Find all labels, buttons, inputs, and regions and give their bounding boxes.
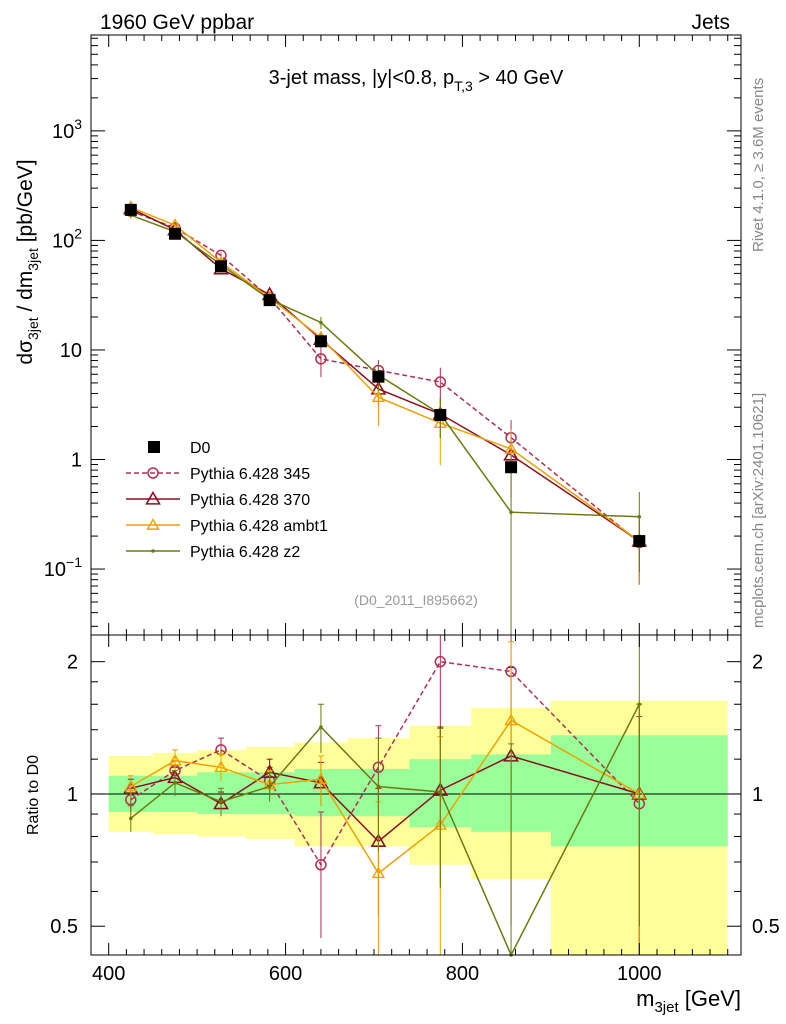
series-point	[504, 441, 518, 454]
data-point	[505, 461, 518, 474]
ratio-point	[438, 790, 443, 794]
ratio-point	[504, 713, 518, 726]
rivet-label: Rivet 4.1.0, ≥ 3.6M events	[750, 78, 767, 252]
ratio-tick-label-left: 1	[67, 784, 78, 806]
y-tick-label: 10	[60, 340, 82, 362]
legend-label: Pythia 6.428 ambt1	[190, 518, 328, 535]
ratio-point	[319, 725, 323, 729]
mcplots-label: mcplots.cern.ch [arXiv:2401.10621]	[750, 393, 767, 628]
data-point	[372, 370, 385, 383]
ratio-tick-label-left: 2	[67, 652, 78, 674]
ratio-tick-label-right: 1	[752, 784, 763, 806]
data-point	[169, 227, 182, 240]
header-left: 1960 GeV ppbar	[100, 11, 254, 34]
ratio-tick-label-right: 0.5	[752, 916, 780, 938]
ratio-point	[124, 779, 138, 792]
ratio-point	[128, 816, 133, 821]
legend-marker	[145, 490, 161, 505]
y-tick-label: 102	[52, 225, 82, 252]
main-plot	[122, 200, 648, 635]
analysis-tag: (D0_2011_I895662)	[354, 592, 478, 608]
data-point	[124, 203, 137, 216]
ratio-frame	[90, 634, 742, 956]
y-tick-label: 1	[71, 449, 82, 471]
ratio-point	[376, 784, 381, 789]
data-point	[633, 535, 646, 548]
data-point	[314, 335, 327, 348]
series-point	[509, 510, 513, 515]
ratio-point	[315, 859, 327, 871]
x-tick-label: 1000	[617, 963, 662, 985]
legend-marker	[151, 549, 155, 553]
legend-label: Pythia 6.428 370	[190, 492, 310, 509]
ratio-point	[314, 772, 328, 785]
series-point	[434, 376, 447, 388]
y-axis-label: dσ3jet / dm3jet [pb/GeV]	[14, 159, 41, 364]
legend-label: Pythia 6.428 z2	[190, 544, 300, 561]
x-tick-label: 400	[92, 963, 125, 985]
ratio-axis-label: Ratio to D0	[25, 755, 42, 835]
series-point	[637, 514, 642, 519]
ratio-point	[173, 781, 177, 785]
data-point	[215, 260, 227, 273]
x-tick-label: 800	[446, 963, 479, 985]
ratio-point	[371, 866, 386, 879]
ratio-point	[214, 760, 228, 773]
legend-label: D0	[190, 440, 211, 457]
data-point	[263, 294, 276, 307]
series-point	[319, 320, 323, 325]
axis-ticks: 400 600 800 1000 10−1 1 10 102 103 0.5 0.5 1 1 2 2	[44, 35, 780, 985]
legend: D0 Pythia 6.428 345 Pythia 6.428 370 Pythia…	[126, 440, 328, 561]
ratio-bands	[91, 700, 741, 955]
x-tick-label: 600	[269, 963, 302, 985]
series-point	[315, 353, 327, 365]
ratio-point	[434, 655, 447, 668]
legend-swatch	[148, 441, 160, 453]
series-point	[371, 390, 386, 403]
ratio-point	[168, 753, 182, 766]
ratio-tick-label-right: 2	[752, 652, 763, 674]
plot-title: 3-jet mass, |y|<0.8, pT,3 > 40 GeV	[269, 67, 564, 94]
x-axis-label: m3jet [GeV]	[636, 986, 741, 1016]
legend-label: Pythia 6.428 345	[190, 466, 310, 483]
ratio-point	[637, 702, 642, 707]
ratio-point	[267, 784, 272, 789]
data-point	[434, 408, 447, 421]
ratio-tick-label-left: 0.5	[50, 916, 78, 938]
y-tick-label: 103	[52, 116, 82, 143]
y-tick-label: 10−1	[44, 554, 82, 581]
legend-marker	[146, 518, 160, 530]
legend-marker	[147, 467, 159, 479]
ratio-point	[219, 799, 223, 804]
header-right: Jets	[691, 11, 730, 34]
